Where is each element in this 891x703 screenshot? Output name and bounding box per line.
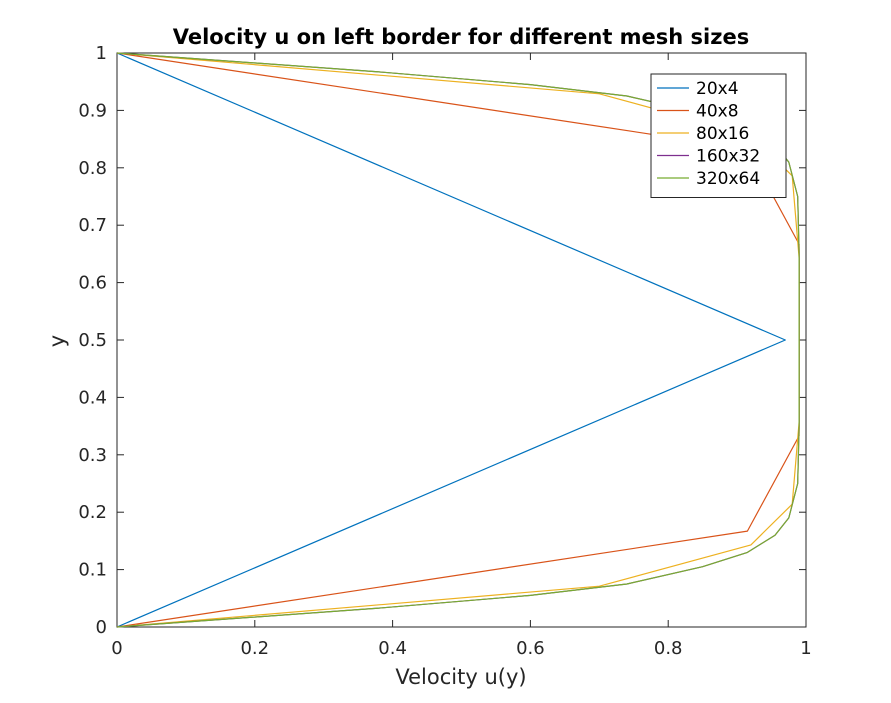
y-tick-label: 0.9 bbox=[78, 100, 107, 121]
x-tick-label: 0.6 bbox=[516, 638, 545, 659]
y-tick-label: 0.8 bbox=[78, 158, 107, 179]
y-axis-label: y bbox=[45, 335, 69, 347]
x-axis-label: Velocity u(y) bbox=[395, 665, 526, 689]
x-tick-label: 0.8 bbox=[654, 638, 683, 659]
plot-area: 0 0.2 0.4 0.6 0.8 1 0 0.1 0.2 0.3 0.4 0.5 0.6 0.7 0.8 0… bbox=[78, 43, 811, 659]
legend-label: 40x8 bbox=[696, 102, 739, 122]
legend-box bbox=[650, 73, 787, 198]
x-tick-label: 0.2 bbox=[240, 638, 269, 659]
legend-label: 80x16 bbox=[696, 124, 749, 144]
y-tick-label: 0.5 bbox=[78, 330, 107, 351]
y-tick-label: 0.1 bbox=[78, 560, 107, 581]
y-tick-label: 0.6 bbox=[78, 273, 107, 294]
legend-label: 320x64 bbox=[696, 169, 760, 189]
y-tick-label: 0 bbox=[96, 617, 107, 638]
legend-label: 160x32 bbox=[696, 147, 760, 167]
chart-title: Velocity u on left border for different … bbox=[173, 25, 749, 49]
y-tick-label: 0.3 bbox=[78, 445, 107, 466]
y-tick-label: 1 bbox=[96, 43, 107, 64]
x-tick-label: 0.4 bbox=[378, 638, 407, 659]
x-tick-label: 1 bbox=[800, 638, 811, 659]
y-tick-label: 0.4 bbox=[78, 387, 107, 408]
series-line-20x4 bbox=[116, 52, 786, 628]
y-tick-label: 0.2 bbox=[78, 502, 107, 523]
x-tick-label: 0 bbox=[111, 638, 122, 659]
legend-label: 20x4 bbox=[696, 79, 739, 99]
y-tick-label: 0.7 bbox=[78, 215, 107, 236]
